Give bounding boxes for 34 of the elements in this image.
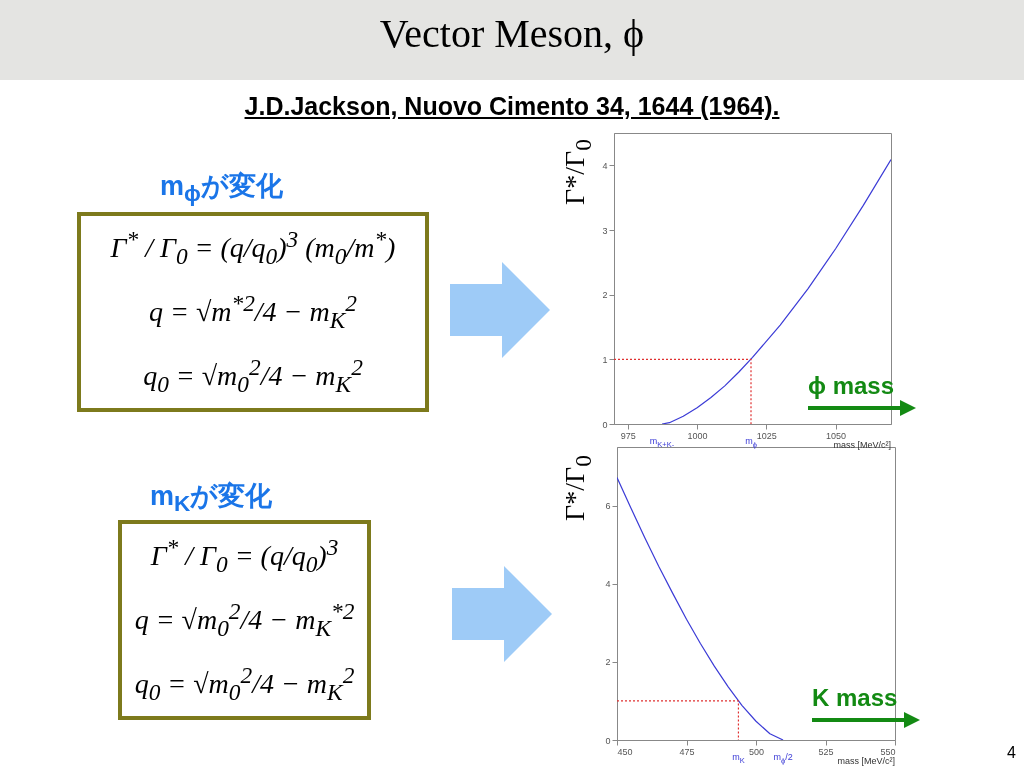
chart-subtitle: J.D.Jackson, Nuovo Cimento 34, 1644 (1964).	[243, 92, 781, 121]
x-axis-title: mass [MeV/c²]	[837, 756, 895, 766]
annotation: ϕ mass	[808, 372, 895, 400]
y-tick-label: 3	[602, 225, 608, 236]
y-tick-label: 0	[605, 735, 611, 746]
x-tick-label: 1050	[826, 430, 847, 441]
annotation: K mass	[812, 684, 898, 712]
text: m$_{ϕ}$が変化	[160, 170, 283, 208]
x-tick-label: 975	[620, 430, 636, 441]
annotation: m$_{ϕ}$/2	[773, 752, 793, 765]
x-tick-label: 450	[617, 746, 633, 757]
x-tick-label: 1025	[756, 430, 777, 441]
annotation: m$_{K}$	[732, 752, 745, 765]
x-tick-label: 475	[679, 746, 695, 757]
y-tick-label: 4	[602, 160, 608, 171]
y-tick-label: 0	[602, 419, 608, 430]
y-tick-label: 4	[605, 579, 611, 590]
x-tick-label: 1000	[687, 430, 708, 441]
annotation: m$_{ϕ}$	[745, 436, 757, 449]
y-tick-label: 6	[605, 501, 611, 512]
text: m$_{K}$が変化	[150, 480, 273, 518]
chart-title: Vector Meson, ϕ	[378, 10, 646, 57]
x-tick-label: 500	[748, 746, 765, 757]
line-series	[661, 158, 891, 424]
x-tick-label: 550	[880, 746, 896, 757]
text: Γ$^{*}$ / Γ$_{0}$ = (q/q$_{0}$)$^{3}$ (m$_{0}$/m$^{*}$)	[110, 226, 396, 269]
y-tick-label: 1	[602, 354, 608, 365]
annotation: m$_{K+K-}$	[649, 436, 675, 449]
y-tick-label: 2	[605, 657, 611, 668]
line-series	[617, 476, 784, 740]
text: 4	[1007, 744, 1016, 762]
y-tick-label: 2	[602, 290, 608, 301]
x-tick-label: 525	[818, 746, 834, 757]
text: Γ$^{*}$ / Γ$_{0}$ = (q/q$_{0}$)$^{3}$	[150, 534, 339, 578]
